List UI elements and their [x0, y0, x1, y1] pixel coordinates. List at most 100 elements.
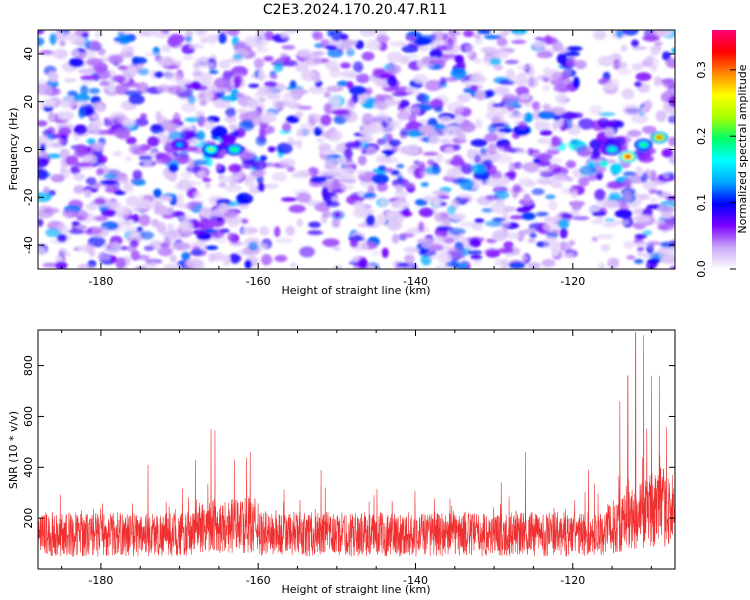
heatmap-cell — [404, 254, 415, 264]
heatmap-cell — [416, 137, 423, 142]
heatmap-cell — [557, 219, 570, 229]
heatmap-cell — [396, 262, 410, 267]
heatmap-cell — [647, 241, 655, 251]
heatmap-cell — [365, 146, 377, 156]
heatmap-cell — [86, 58, 104, 66]
heatmap-cell — [38, 191, 52, 203]
heatmap-cell — [101, 209, 117, 217]
heatmap-cell — [103, 173, 118, 180]
heatmap-cell — [552, 173, 567, 184]
heatmap-cell — [282, 91, 297, 104]
heatmap-cell — [191, 159, 208, 166]
heatmap-cell — [99, 80, 111, 87]
heatmap-cell — [343, 166, 355, 176]
heatmap-cell — [516, 207, 531, 213]
heatmap-cell — [445, 170, 462, 180]
heatmap-cell — [492, 217, 506, 222]
heatmap-cell — [620, 44, 628, 53]
heatmap-cell — [136, 226, 143, 232]
heatmap-cell — [406, 87, 413, 93]
snr-y-axis-label: SNR (10 * v/v) — [7, 411, 20, 489]
heatmap-cell — [248, 241, 259, 251]
heatmap-cell — [388, 139, 402, 147]
colorbar-tick-label: 0.0 — [695, 260, 708, 278]
heatmap-cell — [439, 211, 449, 220]
heatmap-cell — [359, 136, 374, 143]
heatmap-cell — [527, 76, 539, 89]
heatmap-cell — [532, 153, 549, 160]
heatmap-cell — [653, 30, 671, 38]
heatmap-cell — [205, 89, 214, 101]
heatmap-cell — [291, 88, 309, 95]
heatmap-cell — [497, 247, 514, 254]
heatmap-cell — [204, 228, 217, 234]
heatmap-cell — [340, 62, 351, 69]
heatmap-cell — [164, 72, 182, 82]
heatmap-cell — [184, 30, 194, 37]
heatmap-cell — [45, 228, 61, 238]
heatmap-cell — [471, 149, 480, 154]
heatmap-cell — [262, 254, 273, 265]
heatmap-cell — [96, 168, 104, 176]
heatmap-cell — [653, 76, 662, 87]
heatmap-cell — [615, 121, 625, 129]
heatmap-cell — [256, 47, 269, 53]
heatmap-cell — [551, 135, 559, 148]
heatmap-cell — [591, 218, 604, 225]
heatmap-cell — [511, 39, 527, 45]
heatmap-cell — [642, 230, 653, 236]
heatmap-cell — [86, 138, 96, 145]
heatmap-cell — [62, 208, 78, 218]
heatmap-cell — [125, 195, 140, 207]
heatmap-cell — [565, 160, 577, 169]
heatmap-cell — [76, 215, 85, 221]
heatmap-cell — [228, 163, 242, 173]
heatmap-cell — [169, 254, 178, 263]
heatmap-cell — [504, 172, 517, 178]
heatmap-cell — [623, 191, 633, 204]
heatmap-cell — [280, 197, 297, 202]
heatmap-cell — [633, 215, 652, 223]
heatmap-cell — [326, 200, 340, 208]
heatmap-cell — [556, 53, 568, 65]
heatmap-cell — [152, 124, 162, 130]
heatmap-cell — [539, 129, 553, 136]
heatmap-cell — [166, 170, 178, 182]
heatmap-cell — [215, 163, 222, 171]
heatmap-cell — [552, 166, 569, 176]
heatmap-cell — [188, 43, 204, 49]
heatmap-cell — [53, 48, 68, 60]
heatmap-cell — [275, 237, 293, 244]
heatmap-cell — [98, 155, 108, 163]
heatmap-cell — [558, 240, 571, 249]
heatmap-cell — [422, 151, 439, 156]
heatmap-cell — [371, 173, 389, 185]
heatmap-cell — [261, 183, 279, 189]
heatmap-cell — [590, 154, 599, 161]
heatmap-cell — [432, 190, 450, 195]
heatmap-cell — [542, 84, 550, 92]
heatmap-cell — [631, 39, 639, 48]
heatmap-cell — [113, 190, 127, 195]
heatmap-cell — [413, 160, 421, 165]
heatmap-cell — [463, 30, 475, 38]
heatmap-cell — [177, 126, 195, 131]
heatmap-cell — [467, 250, 483, 255]
heatmap-cell — [508, 161, 516, 173]
heatmap-cell — [460, 163, 474, 175]
heatmap-cell — [136, 199, 151, 209]
heatmap-cell — [273, 62, 284, 72]
heatmap-cell — [475, 89, 486, 101]
heatmap-cell — [199, 206, 212, 218]
heatmap-cell — [453, 235, 465, 240]
heatmap-cell — [437, 251, 452, 264]
heatmap-cell — [537, 138, 551, 145]
heatmap-cell — [433, 196, 442, 208]
heatmap-cell — [238, 204, 250, 210]
heatmap-cell — [416, 104, 433, 111]
heatmap-cell — [168, 131, 185, 142]
heatmap-cell — [562, 78, 572, 84]
heatmap-cell — [454, 114, 464, 125]
heatmap-cell — [370, 251, 381, 256]
heatmap-cell — [167, 207, 174, 215]
